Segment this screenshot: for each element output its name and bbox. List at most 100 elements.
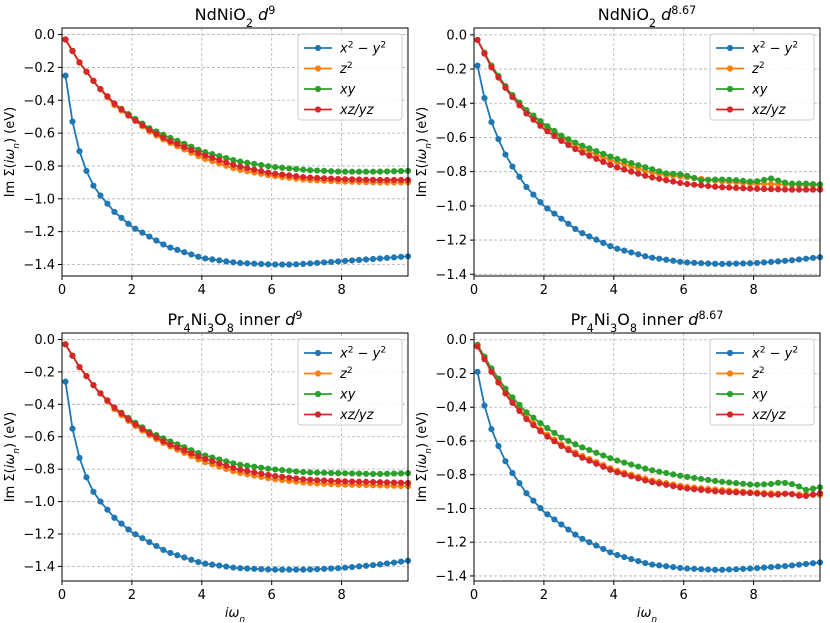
data-point xyxy=(635,463,642,470)
data-point xyxy=(551,438,558,445)
legend-label: z2 xyxy=(751,366,765,382)
y-tick-label: −0.6 xyxy=(435,131,467,146)
y-tick-label: −0.2 xyxy=(435,63,467,78)
legend-marker xyxy=(726,65,734,72)
y-tick-label: −1.4 xyxy=(435,569,467,584)
data-point xyxy=(740,260,747,267)
data-point xyxy=(670,178,677,185)
data-point xyxy=(788,186,796,193)
data-point xyxy=(195,253,202,260)
legend-label: x2 − y2 xyxy=(751,41,798,57)
data-point xyxy=(726,260,733,267)
data-point xyxy=(740,565,747,572)
data-point xyxy=(272,170,279,177)
data-point xyxy=(188,146,195,154)
data-point xyxy=(397,176,405,184)
data-point xyxy=(698,260,705,267)
data-point xyxy=(551,132,558,140)
data-point xyxy=(223,154,230,162)
y-tick-label: −0.6 xyxy=(435,434,467,449)
data-point xyxy=(600,158,607,166)
legend-marker xyxy=(314,44,322,52)
data-point xyxy=(125,526,132,533)
data-point xyxy=(376,470,384,478)
legend-box xyxy=(709,33,815,121)
data-point xyxy=(614,551,621,559)
data-point xyxy=(565,446,572,454)
y-tick-label: −0.8 xyxy=(23,463,55,478)
data-point xyxy=(712,176,719,183)
data-point xyxy=(656,468,663,475)
data-point xyxy=(788,491,796,498)
data-point xyxy=(802,180,810,187)
data-point xyxy=(348,168,356,175)
data-point xyxy=(104,200,111,207)
data-point xyxy=(132,531,139,538)
data-point xyxy=(656,175,663,182)
data-point xyxy=(600,452,607,459)
data-point xyxy=(649,467,656,474)
data-point xyxy=(390,168,398,175)
data-point xyxy=(607,153,614,160)
data-point xyxy=(747,185,754,192)
data-point xyxy=(774,177,782,184)
data-point xyxy=(705,566,712,573)
data-point xyxy=(781,490,789,497)
x-tick-label: 0 xyxy=(470,283,478,298)
legend-marker xyxy=(314,85,322,93)
data-point xyxy=(181,143,188,151)
data-point xyxy=(397,470,405,477)
data-point xyxy=(146,126,153,133)
data-point xyxy=(656,168,663,175)
data-point xyxy=(593,148,600,155)
series-blue xyxy=(474,368,824,573)
legend-marker xyxy=(314,370,322,377)
y-tick-label: −1.2 xyxy=(23,225,55,240)
data-point xyxy=(251,260,258,267)
legend-marker xyxy=(726,85,734,93)
data-point xyxy=(341,168,349,175)
series-red xyxy=(62,36,412,184)
data-point xyxy=(586,145,593,152)
legend-label: x2 − y2 xyxy=(751,346,798,362)
data-point xyxy=(635,251,642,258)
x-tick-label: 2 xyxy=(540,588,548,603)
data-point xyxy=(265,465,272,472)
y-tick-label: −0.2 xyxy=(435,367,467,382)
legend-box xyxy=(297,338,403,426)
data-point xyxy=(167,138,174,145)
data-point xyxy=(307,260,314,267)
data-point xyxy=(209,561,216,568)
data-point xyxy=(321,259,328,266)
data-point xyxy=(705,182,712,190)
data-point xyxy=(795,483,803,490)
legend: x2 − y2 z2 xy xz/yz xyxy=(297,338,403,426)
data-point xyxy=(670,170,677,177)
data-point xyxy=(83,167,90,174)
data-point xyxy=(767,180,775,188)
legend-marker xyxy=(314,411,322,418)
data-point xyxy=(649,561,656,568)
data-point xyxy=(62,36,69,43)
data-point xyxy=(509,399,516,406)
data-point xyxy=(509,94,516,101)
data-point xyxy=(712,477,719,485)
data-point xyxy=(348,470,356,477)
data-point xyxy=(160,438,167,445)
data-point xyxy=(209,458,216,465)
data-point xyxy=(712,183,719,190)
data-point xyxy=(523,183,530,191)
data-point xyxy=(760,259,768,266)
data-point xyxy=(635,162,642,169)
data-point xyxy=(586,539,593,546)
data-point xyxy=(230,259,237,266)
data-point xyxy=(348,176,356,183)
data-point xyxy=(628,160,635,167)
data-point xyxy=(62,72,69,79)
series-red xyxy=(474,36,824,193)
data-point xyxy=(670,563,677,571)
data-point xyxy=(321,175,328,182)
data-point xyxy=(684,565,691,572)
y-tick-label: −0.4 xyxy=(23,94,55,109)
data-point xyxy=(753,178,761,185)
